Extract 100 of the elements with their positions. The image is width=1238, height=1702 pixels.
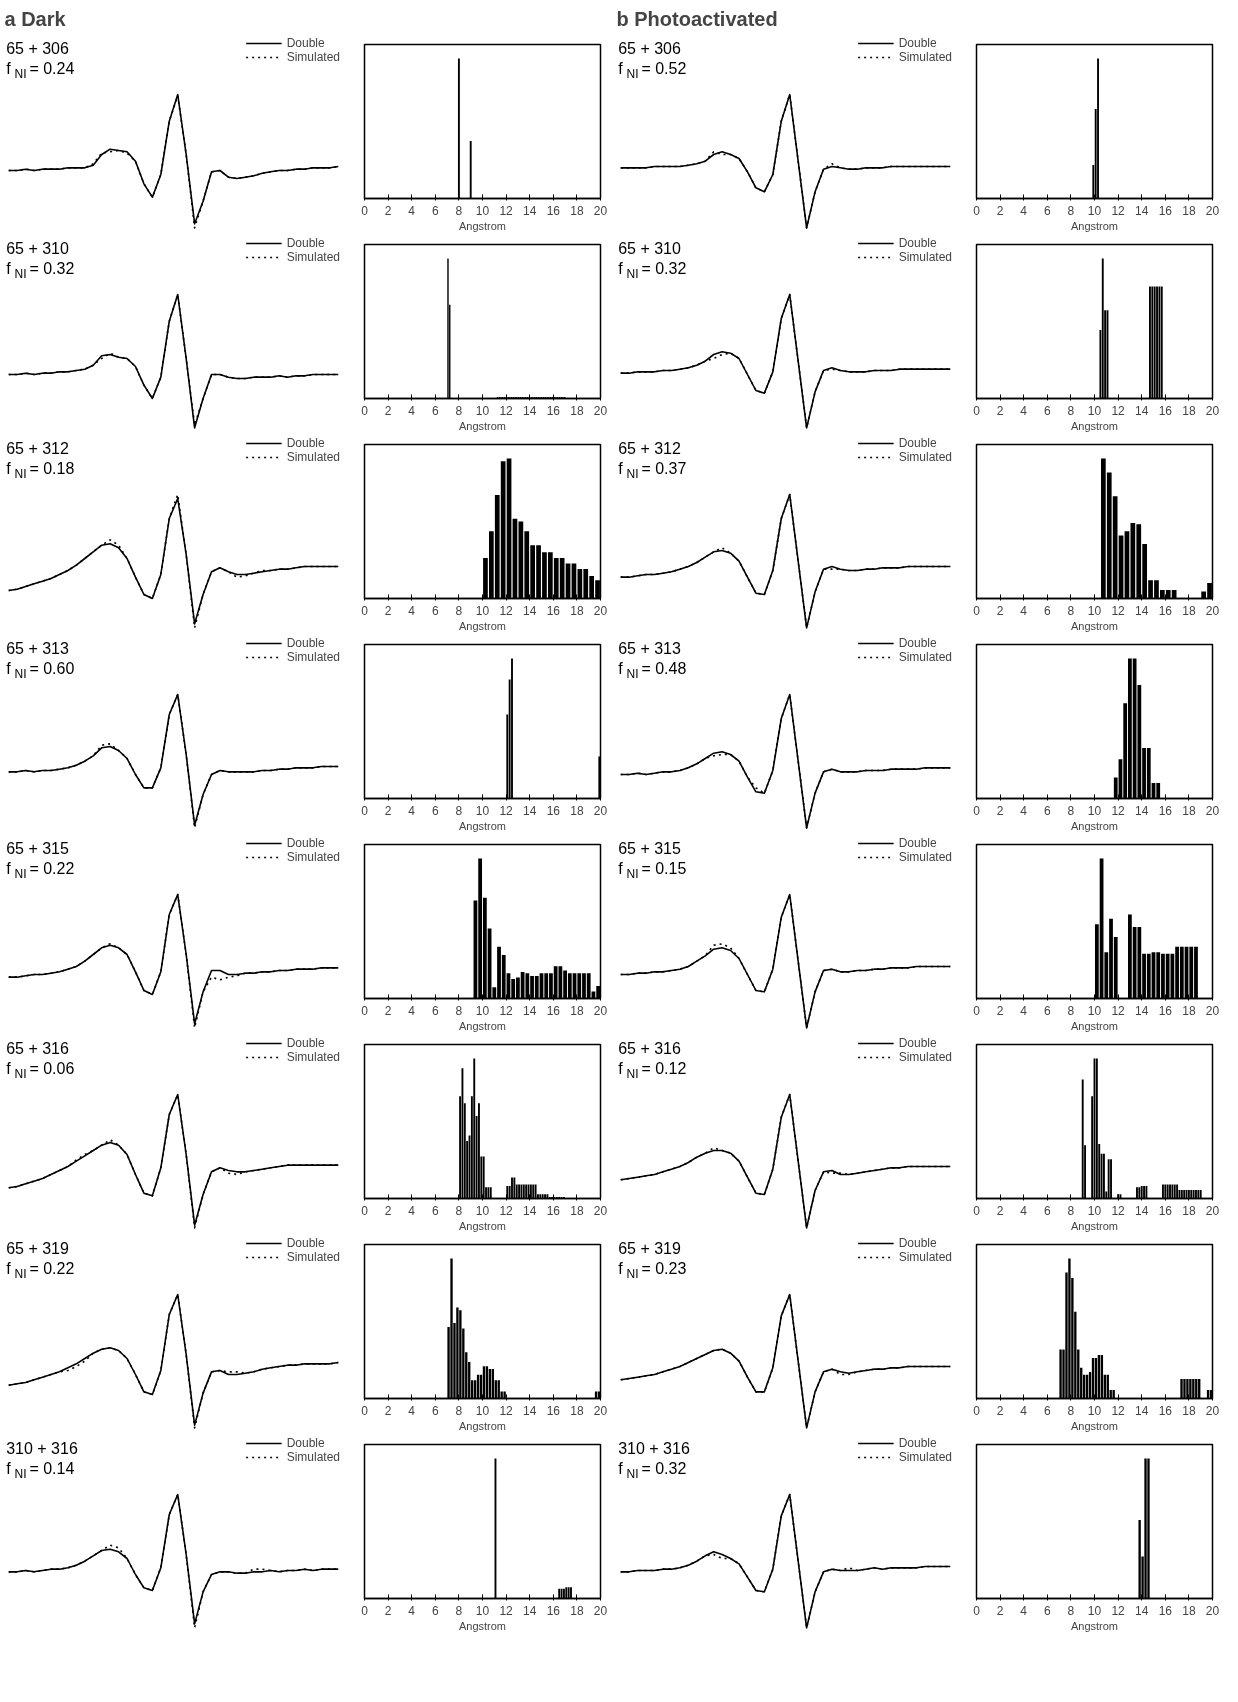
chart-title: b Photoactivated bbox=[616, 7, 778, 30]
legend-label: Simulated bbox=[286, 1450, 340, 1464]
x-tick-label: 2 bbox=[384, 1403, 392, 1418]
x-tick-label: 14 bbox=[523, 803, 537, 818]
x-tick-label: 14 bbox=[523, 1403, 537, 1418]
x-tick-label: 0 bbox=[973, 403, 981, 418]
text: 310 + 316 bbox=[6, 1439, 78, 1457]
x-tick-label: 12 bbox=[499, 603, 514, 618]
x-tick-label: 6 bbox=[431, 1003, 439, 1018]
x-tick-label: 16 bbox=[1158, 203, 1173, 218]
x-tick-label: 18 bbox=[570, 203, 584, 218]
legend-label: Simulated bbox=[286, 1250, 340, 1264]
legend-label: Double bbox=[898, 236, 937, 250]
x-tick-label: 2 bbox=[996, 203, 1004, 218]
x-tick-label: 10 bbox=[475, 1203, 490, 1218]
text: 65 + 319 bbox=[6, 1239, 70, 1257]
x-tick-label: 14 bbox=[523, 1203, 537, 1218]
x-tick-label: 0 bbox=[361, 203, 369, 218]
x-tick-label: 4 bbox=[1020, 1203, 1028, 1218]
x-tick-label: 20 bbox=[593, 1403, 608, 1418]
legend-label: Simulated bbox=[898, 250, 952, 264]
x-tick-label: 8 bbox=[1067, 803, 1075, 818]
x-tick-label: 0 bbox=[973, 1003, 981, 1018]
x-tick-label: 10 bbox=[475, 1003, 490, 1018]
legend-label: Simulated bbox=[898, 1050, 952, 1064]
text: 65 + 316 bbox=[6, 1039, 70, 1057]
x-axis-title: Angstrom bbox=[1070, 1419, 1119, 1432]
x-tick-label: 12 bbox=[1111, 1203, 1126, 1218]
x-tick-label: 8 bbox=[1067, 1603, 1075, 1618]
x-tick-label: 0 bbox=[361, 603, 369, 618]
x-tick-label: 8 bbox=[1067, 1403, 1075, 1418]
x-axis-title: Angstrom bbox=[458, 419, 507, 432]
x-tick-label: 16 bbox=[1158, 1603, 1173, 1618]
x-axis-title: Angstrom bbox=[1070, 619, 1119, 632]
legend-label: Double bbox=[898, 1036, 937, 1050]
x-tick-label: 16 bbox=[546, 603, 561, 618]
x-tick-label: 0 bbox=[973, 1603, 981, 1618]
x-tick-label: 20 bbox=[1205, 203, 1220, 218]
x-tick-label: 2 bbox=[996, 1203, 1004, 1218]
x-tick-label: 10 bbox=[1087, 403, 1102, 418]
x-tick-label: 6 bbox=[431, 603, 439, 618]
x-tick-label: 14 bbox=[523, 1003, 537, 1018]
x-tick-label: 6 bbox=[1043, 1603, 1051, 1618]
x-tick-label: 16 bbox=[1158, 1003, 1173, 1018]
x-tick-label: 18 bbox=[570, 803, 584, 818]
x-tick-label: 14 bbox=[523, 403, 537, 418]
x-tick-label: 14 bbox=[1135, 803, 1149, 818]
x-tick-label: 4 bbox=[408, 803, 416, 818]
chart-title: a Dark bbox=[4, 7, 66, 30]
x-tick-label: 10 bbox=[1087, 1203, 1102, 1218]
x-tick-label: 0 bbox=[361, 1603, 369, 1618]
legend-label: Simulated bbox=[898, 1450, 952, 1464]
x-tick-label: 18 bbox=[570, 1403, 584, 1418]
x-tick-label: 8 bbox=[1067, 603, 1075, 618]
x-tick-label: 2 bbox=[996, 803, 1004, 818]
legend-label: Simulated bbox=[286, 50, 340, 64]
text: 65 + 310 bbox=[6, 239, 70, 257]
x-tick-label: 14 bbox=[1135, 1203, 1149, 1218]
x-tick-label: 8 bbox=[455, 403, 463, 418]
legend-label: Double bbox=[898, 1236, 937, 1250]
x-tick-label: 4 bbox=[408, 403, 416, 418]
x-tick-label: 10 bbox=[1087, 1003, 1102, 1018]
x-tick-label: 18 bbox=[1182, 803, 1196, 818]
x-tick-label: 10 bbox=[475, 403, 490, 418]
x-tick-label: 8 bbox=[455, 203, 463, 218]
x-tick-label: 2 bbox=[996, 1403, 1004, 1418]
x-axis-title: Angstrom bbox=[458, 219, 507, 232]
x-tick-label: 20 bbox=[593, 403, 608, 418]
x-tick-label: 6 bbox=[1043, 1403, 1051, 1418]
x-axis-title: Angstrom bbox=[458, 619, 507, 632]
x-tick-label: 2 bbox=[996, 1603, 1004, 1618]
x-tick-label: 2 bbox=[384, 803, 392, 818]
text: 65 + 306 bbox=[6, 39, 70, 57]
x-tick-label: 20 bbox=[593, 1603, 608, 1618]
x-tick-label: 18 bbox=[1182, 1403, 1196, 1418]
x-tick-label: 16 bbox=[1158, 603, 1173, 618]
x-tick-label: 10 bbox=[475, 603, 490, 618]
x-tick-label: 12 bbox=[1111, 603, 1126, 618]
x-tick-label: 8 bbox=[455, 1603, 463, 1618]
x-tick-label: 16 bbox=[1158, 403, 1173, 418]
x-tick-label: 12 bbox=[499, 1003, 514, 1018]
legend-label: Double bbox=[286, 836, 325, 850]
x-tick-label: 2 bbox=[384, 403, 392, 418]
x-tick-label: 0 bbox=[973, 1203, 981, 1218]
x-axis-title: Angstrom bbox=[1070, 419, 1119, 432]
x-tick-label: 16 bbox=[546, 1403, 561, 1418]
x-tick-label: 2 bbox=[996, 1003, 1004, 1018]
x-tick-label: 4 bbox=[408, 603, 416, 618]
legend-label: Double bbox=[286, 1236, 325, 1250]
x-tick-label: 0 bbox=[361, 803, 369, 818]
text: 310 + 316 bbox=[618, 1439, 690, 1457]
x-tick-label: 18 bbox=[1182, 403, 1196, 418]
legend-label: Double bbox=[898, 436, 937, 450]
x-tick-label: 14 bbox=[1135, 1003, 1149, 1018]
x-tick-label: 12 bbox=[1111, 1603, 1126, 1618]
x-axis-title: Angstrom bbox=[1070, 219, 1119, 232]
x-tick-label: 2 bbox=[384, 1603, 392, 1618]
x-tick-label: 8 bbox=[1067, 203, 1075, 218]
x-tick-label: 12 bbox=[499, 1603, 514, 1618]
x-tick-label: 2 bbox=[384, 603, 392, 618]
